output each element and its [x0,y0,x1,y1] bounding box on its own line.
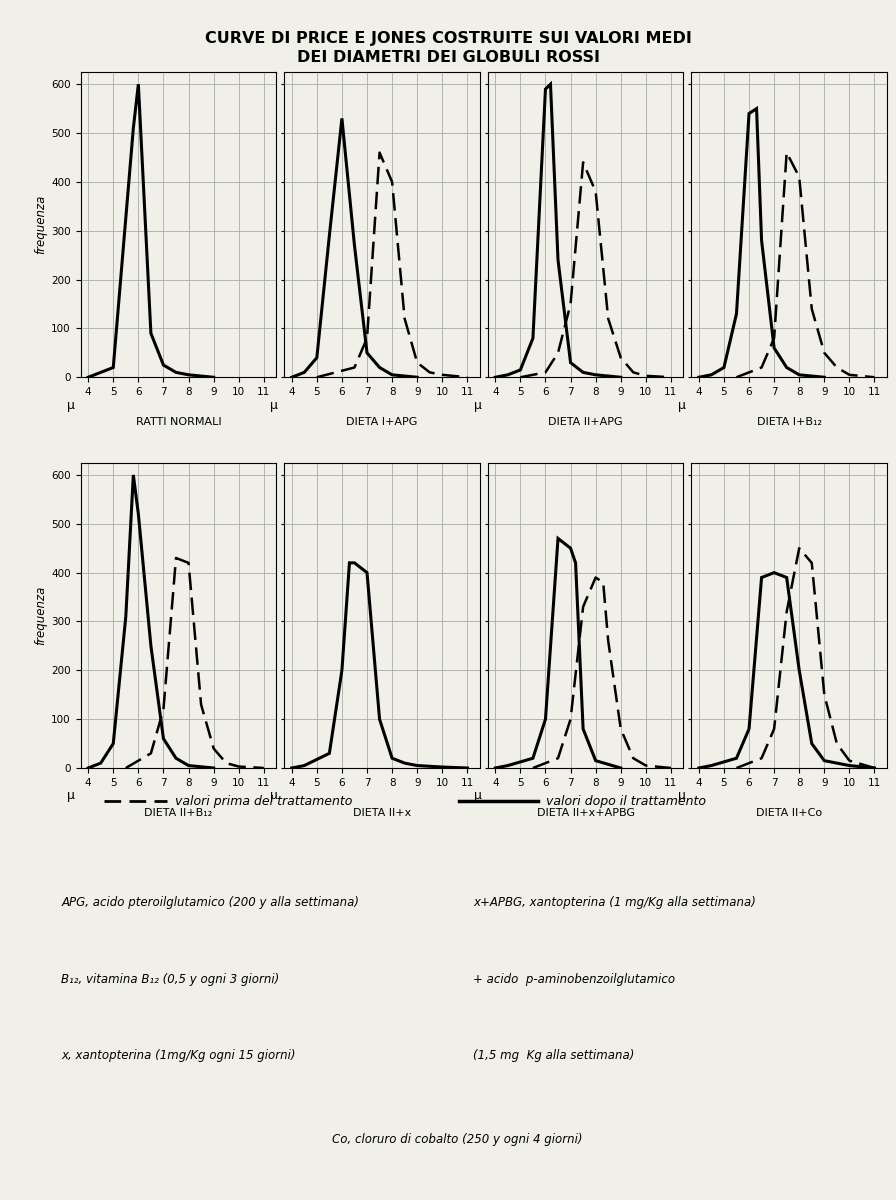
Text: Co, cloruro di cobalto (250 y ogni 4 giorni): Co, cloruro di cobalto (250 y ogni 4 gio… [332,1133,582,1146]
Text: B₁₂, vitamina B₁₂ (0,5 y ogni 3 giorni): B₁₂, vitamina B₁₂ (0,5 y ogni 3 giorni) [61,973,280,985]
Text: μ: μ [474,398,482,412]
Text: DIETA II+x: DIETA II+x [353,808,411,817]
Text: valori dopo il trattamento: valori dopo il trattamento [546,794,706,808]
Y-axis label: frequenza: frequenza [34,586,47,646]
Text: DEI DIAMETRI DEI GLOBULI ROSSI: DEI DIAMETRI DEI GLOBULI ROSSI [297,50,599,65]
Text: μ: μ [271,398,279,412]
Text: x, xantopterina (1mg/Kg ogni 15 giorni): x, xantopterina (1mg/Kg ogni 15 giorni) [61,1049,296,1062]
Text: DIETA II+Co: DIETA II+Co [756,808,823,817]
Text: μ: μ [67,398,74,412]
Text: CURVE DI PRICE E JONES COSTRUITE SUI VALORI MEDI: CURVE DI PRICE E JONES COSTRUITE SUI VAL… [204,31,692,46]
Text: μ: μ [474,790,482,803]
Text: μ: μ [271,790,279,803]
Y-axis label: frequenza: frequenza [34,194,47,254]
Text: (1,5 mg  Kg alla settimana): (1,5 mg Kg alla settimana) [473,1049,635,1062]
Text: μ: μ [677,790,685,803]
Text: DIETA II+x+APBG: DIETA II+x+APBG [537,808,634,817]
Text: DIETA I+APG: DIETA I+APG [347,416,418,427]
Text: μ: μ [67,790,74,803]
Text: DIETA II+B₁₂: DIETA II+B₁₂ [144,808,212,817]
Text: + acido  p-aminobenzoilglutamico: + acido p-aminobenzoilglutamico [473,973,676,985]
Text: RATTI NORMALI: RATTI NORMALI [135,416,221,427]
Text: valori prima del trattamento: valori prima del trattamento [176,794,353,808]
Text: DIETA I+B₁₂: DIETA I+B₁₂ [757,416,822,427]
Text: APG, acido pteroilglutamico (200 y alla settimana): APG, acido pteroilglutamico (200 y alla … [61,896,359,910]
Text: x+APBG, xantopterina (1 mg/Kg alla settimana): x+APBG, xantopterina (1 mg/Kg alla setti… [473,896,756,910]
Text: DIETA II+APG: DIETA II+APG [548,416,623,427]
Text: μ: μ [677,398,685,412]
